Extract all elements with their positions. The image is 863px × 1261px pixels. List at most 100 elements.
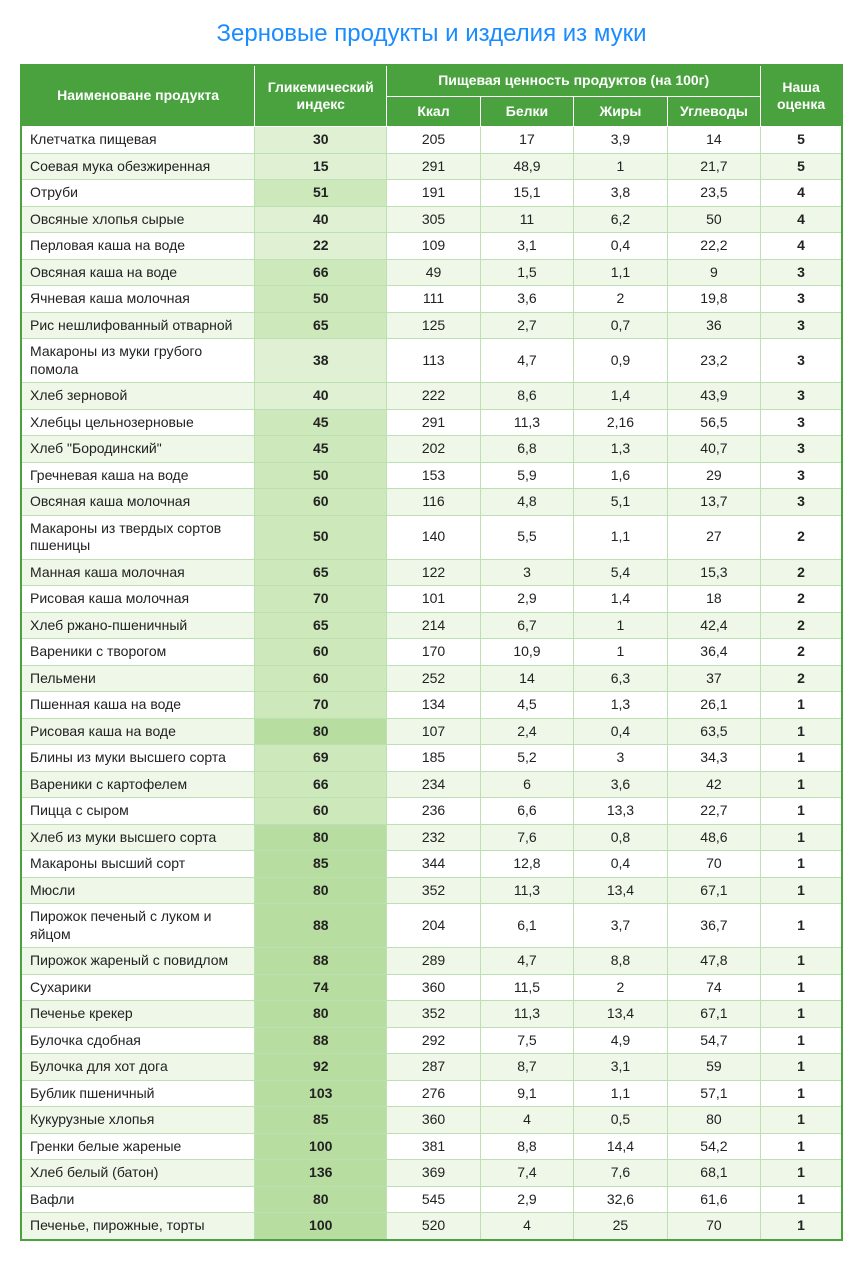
cell-carbs: 48,6 (667, 824, 760, 851)
cell-carbs: 54,7 (667, 1027, 760, 1054)
cell-name: Бублик пшеничный (21, 1080, 255, 1107)
cell-name: Печенье, пирожные, торты (21, 1213, 255, 1240)
cell-carbs: 59 (667, 1054, 760, 1081)
cell-carbs: 50 (667, 206, 760, 233)
cell-gi: 65 (255, 559, 387, 586)
cell-protein: 2,7 (480, 312, 573, 339)
cell-name: Гречневая каша на воде (21, 462, 255, 489)
table-row: Вареники с картофелем6623463,6421 (21, 771, 842, 798)
cell-rating: 5 (761, 127, 842, 154)
cell-carbs: 29 (667, 462, 760, 489)
col-kcal-header: Ккал (387, 96, 480, 127)
cell-protein: 6,1 (480, 904, 573, 948)
col-name-header: Наименоване продукта (21, 65, 255, 127)
cell-rating: 3 (761, 489, 842, 516)
cell-fat: 3,9 (574, 127, 667, 154)
cell-fat: 1 (574, 153, 667, 180)
cell-protein: 6,7 (480, 612, 573, 639)
cell-fat: 1 (574, 612, 667, 639)
cell-name: Хлеб ржано-пшеничный (21, 612, 255, 639)
cell-name: Вареники с творогом (21, 639, 255, 666)
cell-kcal: 381 (387, 1133, 480, 1160)
cell-gi: 80 (255, 1186, 387, 1213)
cell-gi: 45 (255, 409, 387, 436)
table-row: Макароны высший сорт8534412,80,4701 (21, 851, 842, 878)
cell-kcal: 125 (387, 312, 480, 339)
cell-name: Пицца с сыром (21, 798, 255, 825)
table-row: Печенье, пирожные, торты100520425701 (21, 1213, 842, 1240)
cell-fat: 1 (574, 639, 667, 666)
cell-name: Рисовая каша на воде (21, 718, 255, 745)
cell-name: Макароны из твердых сортов пшеницы (21, 515, 255, 559)
cell-carbs: 34,3 (667, 745, 760, 772)
cell-rating: 1 (761, 824, 842, 851)
cell-carbs: 22,2 (667, 233, 760, 260)
cell-gi: 136 (255, 1160, 387, 1187)
table-row: Пшенная каша на воде701344,51,326,11 (21, 692, 842, 719)
table-row: Перловая каша на воде221093,10,422,24 (21, 233, 842, 260)
cell-kcal: 204 (387, 904, 480, 948)
cell-carbs: 9 (667, 259, 760, 286)
cell-fat: 3,8 (574, 180, 667, 207)
cell-protein: 8,8 (480, 1133, 573, 1160)
cell-gi: 80 (255, 1001, 387, 1028)
cell-kcal: 252 (387, 665, 480, 692)
cell-kcal: 153 (387, 462, 480, 489)
cell-rating: 2 (761, 639, 842, 666)
cell-kcal: 111 (387, 286, 480, 313)
cell-protein: 7,4 (480, 1160, 573, 1187)
col-fat-header: Жиры (574, 96, 667, 127)
cell-fat: 1,4 (574, 586, 667, 613)
cell-rating: 2 (761, 515, 842, 559)
cell-rating: 1 (761, 798, 842, 825)
cell-name: Гренки белые жареные (21, 1133, 255, 1160)
cell-carbs: 67,1 (667, 1001, 760, 1028)
table-row: Овсяная каша молочная601164,85,113,73 (21, 489, 842, 516)
cell-protein: 4,8 (480, 489, 573, 516)
cell-rating: 1 (761, 718, 842, 745)
table-row: Хлеб белый (батон)1363697,47,668,11 (21, 1160, 842, 1187)
table-row: Пирожок печеный с луком и яйцом882046,13… (21, 904, 842, 948)
cell-name: Соевая мука обезжиренная (21, 153, 255, 180)
cell-protein: 7,6 (480, 824, 573, 851)
cell-carbs: 36 (667, 312, 760, 339)
cell-name: Хлеб зерновой (21, 383, 255, 410)
cell-kcal: 116 (387, 489, 480, 516)
cell-carbs: 56,5 (667, 409, 760, 436)
table-row: Хлеб "Бородинский"452026,81,340,73 (21, 436, 842, 463)
cell-rating: 4 (761, 233, 842, 260)
cell-rating: 1 (761, 948, 842, 975)
cell-carbs: 27 (667, 515, 760, 559)
cell-kcal: 122 (387, 559, 480, 586)
cell-carbs: 43,9 (667, 383, 760, 410)
cell-gi: 60 (255, 489, 387, 516)
cell-carbs: 15,3 (667, 559, 760, 586)
cell-gi: 40 (255, 383, 387, 410)
cell-carbs: 18 (667, 586, 760, 613)
cell-gi: 88 (255, 1027, 387, 1054)
cell-protein: 7,5 (480, 1027, 573, 1054)
table-row: Отруби5119115,13,823,54 (21, 180, 842, 207)
cell-kcal: 214 (387, 612, 480, 639)
cell-name: Пельмени (21, 665, 255, 692)
cell-rating: 3 (761, 462, 842, 489)
cell-carbs: 63,5 (667, 718, 760, 745)
cell-rating: 3 (761, 259, 842, 286)
col-gi-header: Гликемический индекс (255, 65, 387, 127)
cell-carbs: 23,5 (667, 180, 760, 207)
cell-protein: 17 (480, 127, 573, 154)
cell-fat: 5,4 (574, 559, 667, 586)
cell-fat: 0,9 (574, 339, 667, 383)
cell-protein: 6 (480, 771, 573, 798)
cell-fat: 13,3 (574, 798, 667, 825)
cell-rating: 1 (761, 877, 842, 904)
cell-carbs: 37 (667, 665, 760, 692)
cell-gi: 80 (255, 824, 387, 851)
cell-name: Булочка для хот дога (21, 1054, 255, 1081)
cell-kcal: 134 (387, 692, 480, 719)
cell-name: Овсяные хлопья сырые (21, 206, 255, 233)
cell-carbs: 19,8 (667, 286, 760, 313)
cell-kcal: 202 (387, 436, 480, 463)
cell-fat: 32,6 (574, 1186, 667, 1213)
cell-gi: 70 (255, 586, 387, 613)
